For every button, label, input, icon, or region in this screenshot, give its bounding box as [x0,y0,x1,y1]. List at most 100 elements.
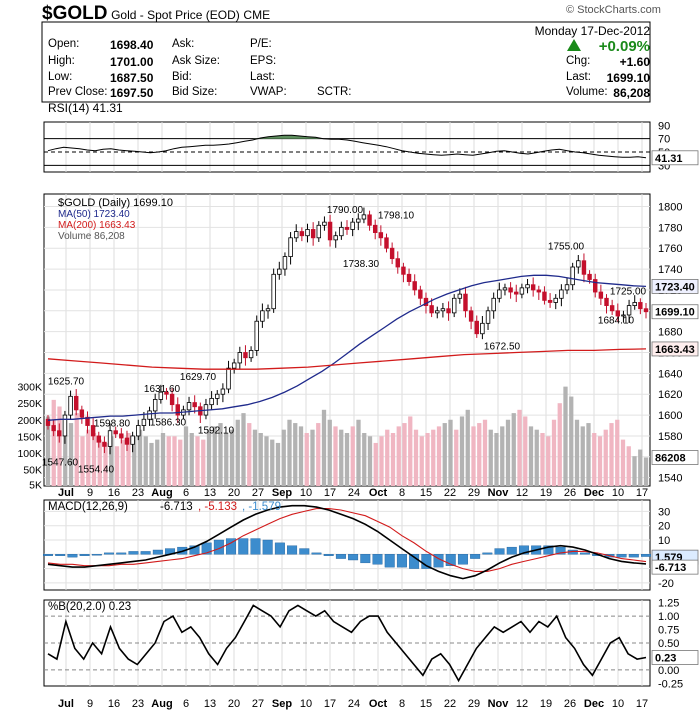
macd-line [47,504,647,580]
candle-body [609,305,615,312]
candle-body [435,310,440,314]
candle-body [429,305,434,314]
candle-body [147,410,152,420]
candle-body [643,308,649,313]
candle-body [367,214,372,226]
candle-body [626,305,632,316]
candle-body [277,268,282,275]
last-value: 1699.10 [606,71,650,85]
candle-body [231,362,237,369]
price-tick-label: 1800 [658,202,682,214]
candle-body [395,258,400,268]
high-label: High: [48,55,75,67]
candle-body [553,297,558,303]
volume-bar [442,423,447,486]
x-tick-label-bottom: 8 [399,698,405,710]
volume-bar [523,416,528,486]
volume-bar [465,409,470,486]
candle-body [344,226,350,230]
candle-body [124,437,130,445]
change-percent: +0.09% [598,38,650,55]
candle-body [237,352,243,364]
percentb-label: %B(20,2.0) 0.23 [48,601,131,613]
volume-bar [534,429,539,486]
x-tick-label-bottom: 26 [564,698,576,710]
macd-histogram-bar [384,554,395,568]
ma200-tag: 1663.43 [655,344,695,356]
macd-tick-label: 10 [658,535,670,547]
x-tick-label-bottom: 22 [444,698,456,710]
macd-tick-label: 30 [658,506,670,518]
volume-bar [195,436,200,486]
candle-body [79,409,85,418]
volume-tick-label: 300K [17,382,42,394]
x-tick-label: Jul [58,487,74,499]
candle-body [305,229,310,237]
x-tick-label: 16 [108,487,120,499]
volume-bar [264,436,269,486]
price-legend-item: Volume 86,208 [58,231,125,242]
volume-bar [615,419,620,486]
candle-body [186,402,192,411]
volume-bar [218,423,223,486]
volume-bar [155,439,160,486]
volume-tick-label: 5K [29,479,42,491]
x-tick-label: 24 [348,487,360,499]
low-label: Low: [48,71,73,83]
x-tick-label-bottom: 23 [132,698,144,710]
macd-last-tag: -6.713 [655,562,686,574]
candle-body [51,425,56,432]
rsi-last-tag: 41.31 [655,153,683,165]
candle-body [152,399,158,412]
macd-histogram-bar [579,552,590,555]
candle-body [519,287,525,295]
volume-bar [643,457,649,486]
candle-body [350,221,355,230]
price-tick-label: 1780 [658,222,682,234]
candle-body [113,430,118,435]
candle-body [570,266,575,286]
macd-histogram-bar [213,539,224,555]
volume-bar [425,433,430,486]
volume-bar [459,416,465,486]
x-tick-label-bottom: Sep [272,698,292,710]
open-value: 1698.40 [110,38,154,52]
chg-value: +1.60 [619,55,650,69]
x-tick-label: 6 [183,487,189,499]
open-label: Open: [48,38,80,50]
volume-bar [488,429,493,486]
x-tick-label-bottom: 6 [183,698,189,710]
volume-bar [310,429,315,486]
ma50-line [47,274,647,421]
x-tick-label-bottom: 17 [324,698,336,710]
x-tick-label-bottom: 15 [420,698,432,710]
volume-bar [68,423,74,486]
volume-bar [316,423,321,486]
price-legend-item: MA(50) 1723.40 [58,209,130,220]
candle-body [615,310,621,317]
macd-histogram-bar [250,538,261,555]
volume-bar [632,456,637,486]
candle-body [542,291,547,301]
last-label: Last: [250,71,275,83]
macd-signal-line [47,508,647,572]
volume-bar [431,429,436,486]
volume-bar [517,409,522,486]
volume-bar [505,419,511,486]
price-last-tag-box [651,304,699,320]
volume-bar [408,416,413,486]
volume-bar [419,436,424,486]
macd-histogram-bar [140,551,151,555]
candle-body [621,314,626,317]
quote-box-frame [41,21,651,103]
percentb-last-tag-box [651,650,699,665]
candle-body [547,299,553,303]
macd-histogram-bar [360,554,371,564]
volume-bar [120,439,125,486]
volume-bar [252,429,258,486]
candle-body [192,402,197,408]
macd-histogram-bar [616,554,627,558]
x-tick-label-bottom: 16 [108,698,120,710]
volume-bar [362,433,367,486]
chart-header: $GOLD Gold - Spot Price (EOD) CME [42,3,270,25]
